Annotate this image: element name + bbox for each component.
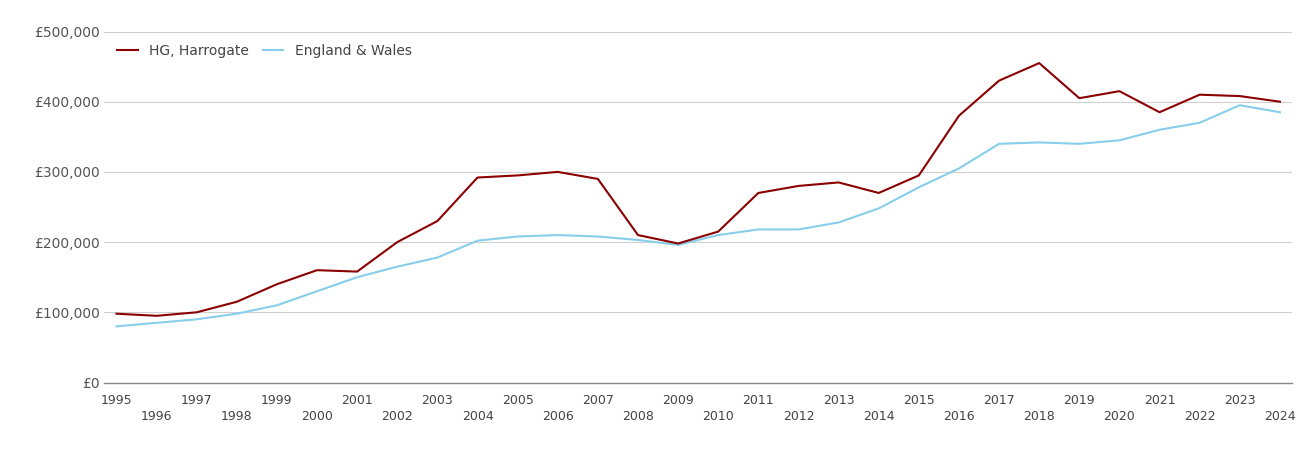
England & Wales: [750, 227, 766, 232]
Text: 2020: 2020: [1104, 410, 1135, 423]
HG, Harrogate: [791, 183, 806, 189]
Text: 1999: 1999: [261, 394, 292, 407]
Line: England & Wales: England & Wales: [116, 105, 1280, 326]
Legend: HG, Harrogate, England & Wales: HG, Harrogate, England & Wales: [111, 38, 418, 63]
England & Wales: [630, 237, 646, 243]
HG, Harrogate: [831, 180, 847, 185]
HG, Harrogate: [911, 173, 927, 178]
HG, Harrogate: [1232, 94, 1248, 99]
England & Wales: [470, 238, 485, 243]
Text: 2006: 2006: [542, 410, 574, 423]
England & Wales: [791, 227, 806, 232]
Text: 2016: 2016: [944, 410, 975, 423]
Text: 2019: 2019: [1064, 394, 1095, 407]
Text: 2022: 2022: [1184, 410, 1215, 423]
Text: 2000: 2000: [301, 410, 333, 423]
Text: 1996: 1996: [141, 410, 172, 423]
England & Wales: [1272, 109, 1288, 115]
Text: 1998: 1998: [221, 410, 253, 423]
HG, Harrogate: [189, 310, 205, 315]
HG, Harrogate: [1272, 99, 1288, 104]
HG, Harrogate: [870, 190, 886, 196]
England & Wales: [831, 220, 847, 225]
HG, Harrogate: [510, 173, 526, 178]
Text: 2021: 2021: [1143, 394, 1176, 407]
Text: 2007: 2007: [582, 394, 613, 407]
HG, Harrogate: [630, 232, 646, 238]
HG, Harrogate: [149, 313, 164, 319]
England & Wales: [228, 311, 244, 316]
Line: HG, Harrogate: HG, Harrogate: [116, 63, 1280, 316]
Text: 2024: 2024: [1265, 410, 1296, 423]
England & Wales: [389, 264, 405, 270]
Text: 2017: 2017: [983, 394, 1015, 407]
England & Wales: [429, 255, 445, 260]
HG, Harrogate: [951, 113, 967, 118]
Text: 2009: 2009: [662, 394, 694, 407]
Text: 2018: 2018: [1023, 410, 1054, 423]
HG, Harrogate: [108, 311, 124, 316]
HG, Harrogate: [389, 239, 405, 245]
HG, Harrogate: [269, 282, 284, 287]
Text: 2002: 2002: [381, 410, 414, 423]
Text: 1997: 1997: [181, 394, 213, 407]
HG, Harrogate: [1191, 92, 1207, 97]
England & Wales: [951, 166, 967, 171]
Text: 2014: 2014: [863, 410, 894, 423]
Text: 2003: 2003: [422, 394, 453, 407]
England & Wales: [189, 317, 205, 322]
England & Wales: [108, 324, 124, 329]
England & Wales: [1191, 120, 1207, 126]
England & Wales: [992, 141, 1007, 147]
Text: 2023: 2023: [1224, 394, 1255, 407]
HG, Harrogate: [228, 299, 244, 305]
England & Wales: [870, 206, 886, 211]
England & Wales: [1071, 141, 1087, 147]
Text: 2010: 2010: [702, 410, 735, 423]
HG, Harrogate: [992, 78, 1007, 83]
England & Wales: [590, 234, 606, 239]
Text: 2001: 2001: [342, 394, 373, 407]
HG, Harrogate: [590, 176, 606, 182]
HG, Harrogate: [549, 169, 565, 175]
HG, Harrogate: [429, 218, 445, 224]
England & Wales: [510, 234, 526, 239]
England & Wales: [149, 320, 164, 325]
Text: 2012: 2012: [783, 410, 814, 423]
HG, Harrogate: [1112, 89, 1128, 94]
Text: 2008: 2008: [622, 410, 654, 423]
HG, Harrogate: [671, 241, 686, 246]
England & Wales: [269, 302, 284, 308]
England & Wales: [1152, 127, 1168, 132]
Text: 2013: 2013: [822, 394, 855, 407]
England & Wales: [1112, 138, 1128, 143]
HG, Harrogate: [1152, 109, 1168, 115]
Text: 2015: 2015: [903, 394, 934, 407]
HG, Harrogate: [470, 175, 485, 180]
Text: 2005: 2005: [501, 394, 534, 407]
England & Wales: [1031, 140, 1047, 145]
HG, Harrogate: [309, 267, 325, 273]
England & Wales: [309, 288, 325, 294]
England & Wales: [710, 232, 726, 238]
England & Wales: [1232, 103, 1248, 108]
Text: 2011: 2011: [743, 394, 774, 407]
Text: 2004: 2004: [462, 410, 493, 423]
England & Wales: [671, 242, 686, 248]
England & Wales: [911, 184, 927, 190]
England & Wales: [549, 232, 565, 238]
HG, Harrogate: [1071, 95, 1087, 101]
HG, Harrogate: [750, 190, 766, 196]
HG, Harrogate: [350, 269, 365, 274]
Text: 1995: 1995: [100, 394, 132, 407]
HG, Harrogate: [710, 229, 726, 234]
England & Wales: [350, 274, 365, 280]
HG, Harrogate: [1031, 60, 1047, 66]
